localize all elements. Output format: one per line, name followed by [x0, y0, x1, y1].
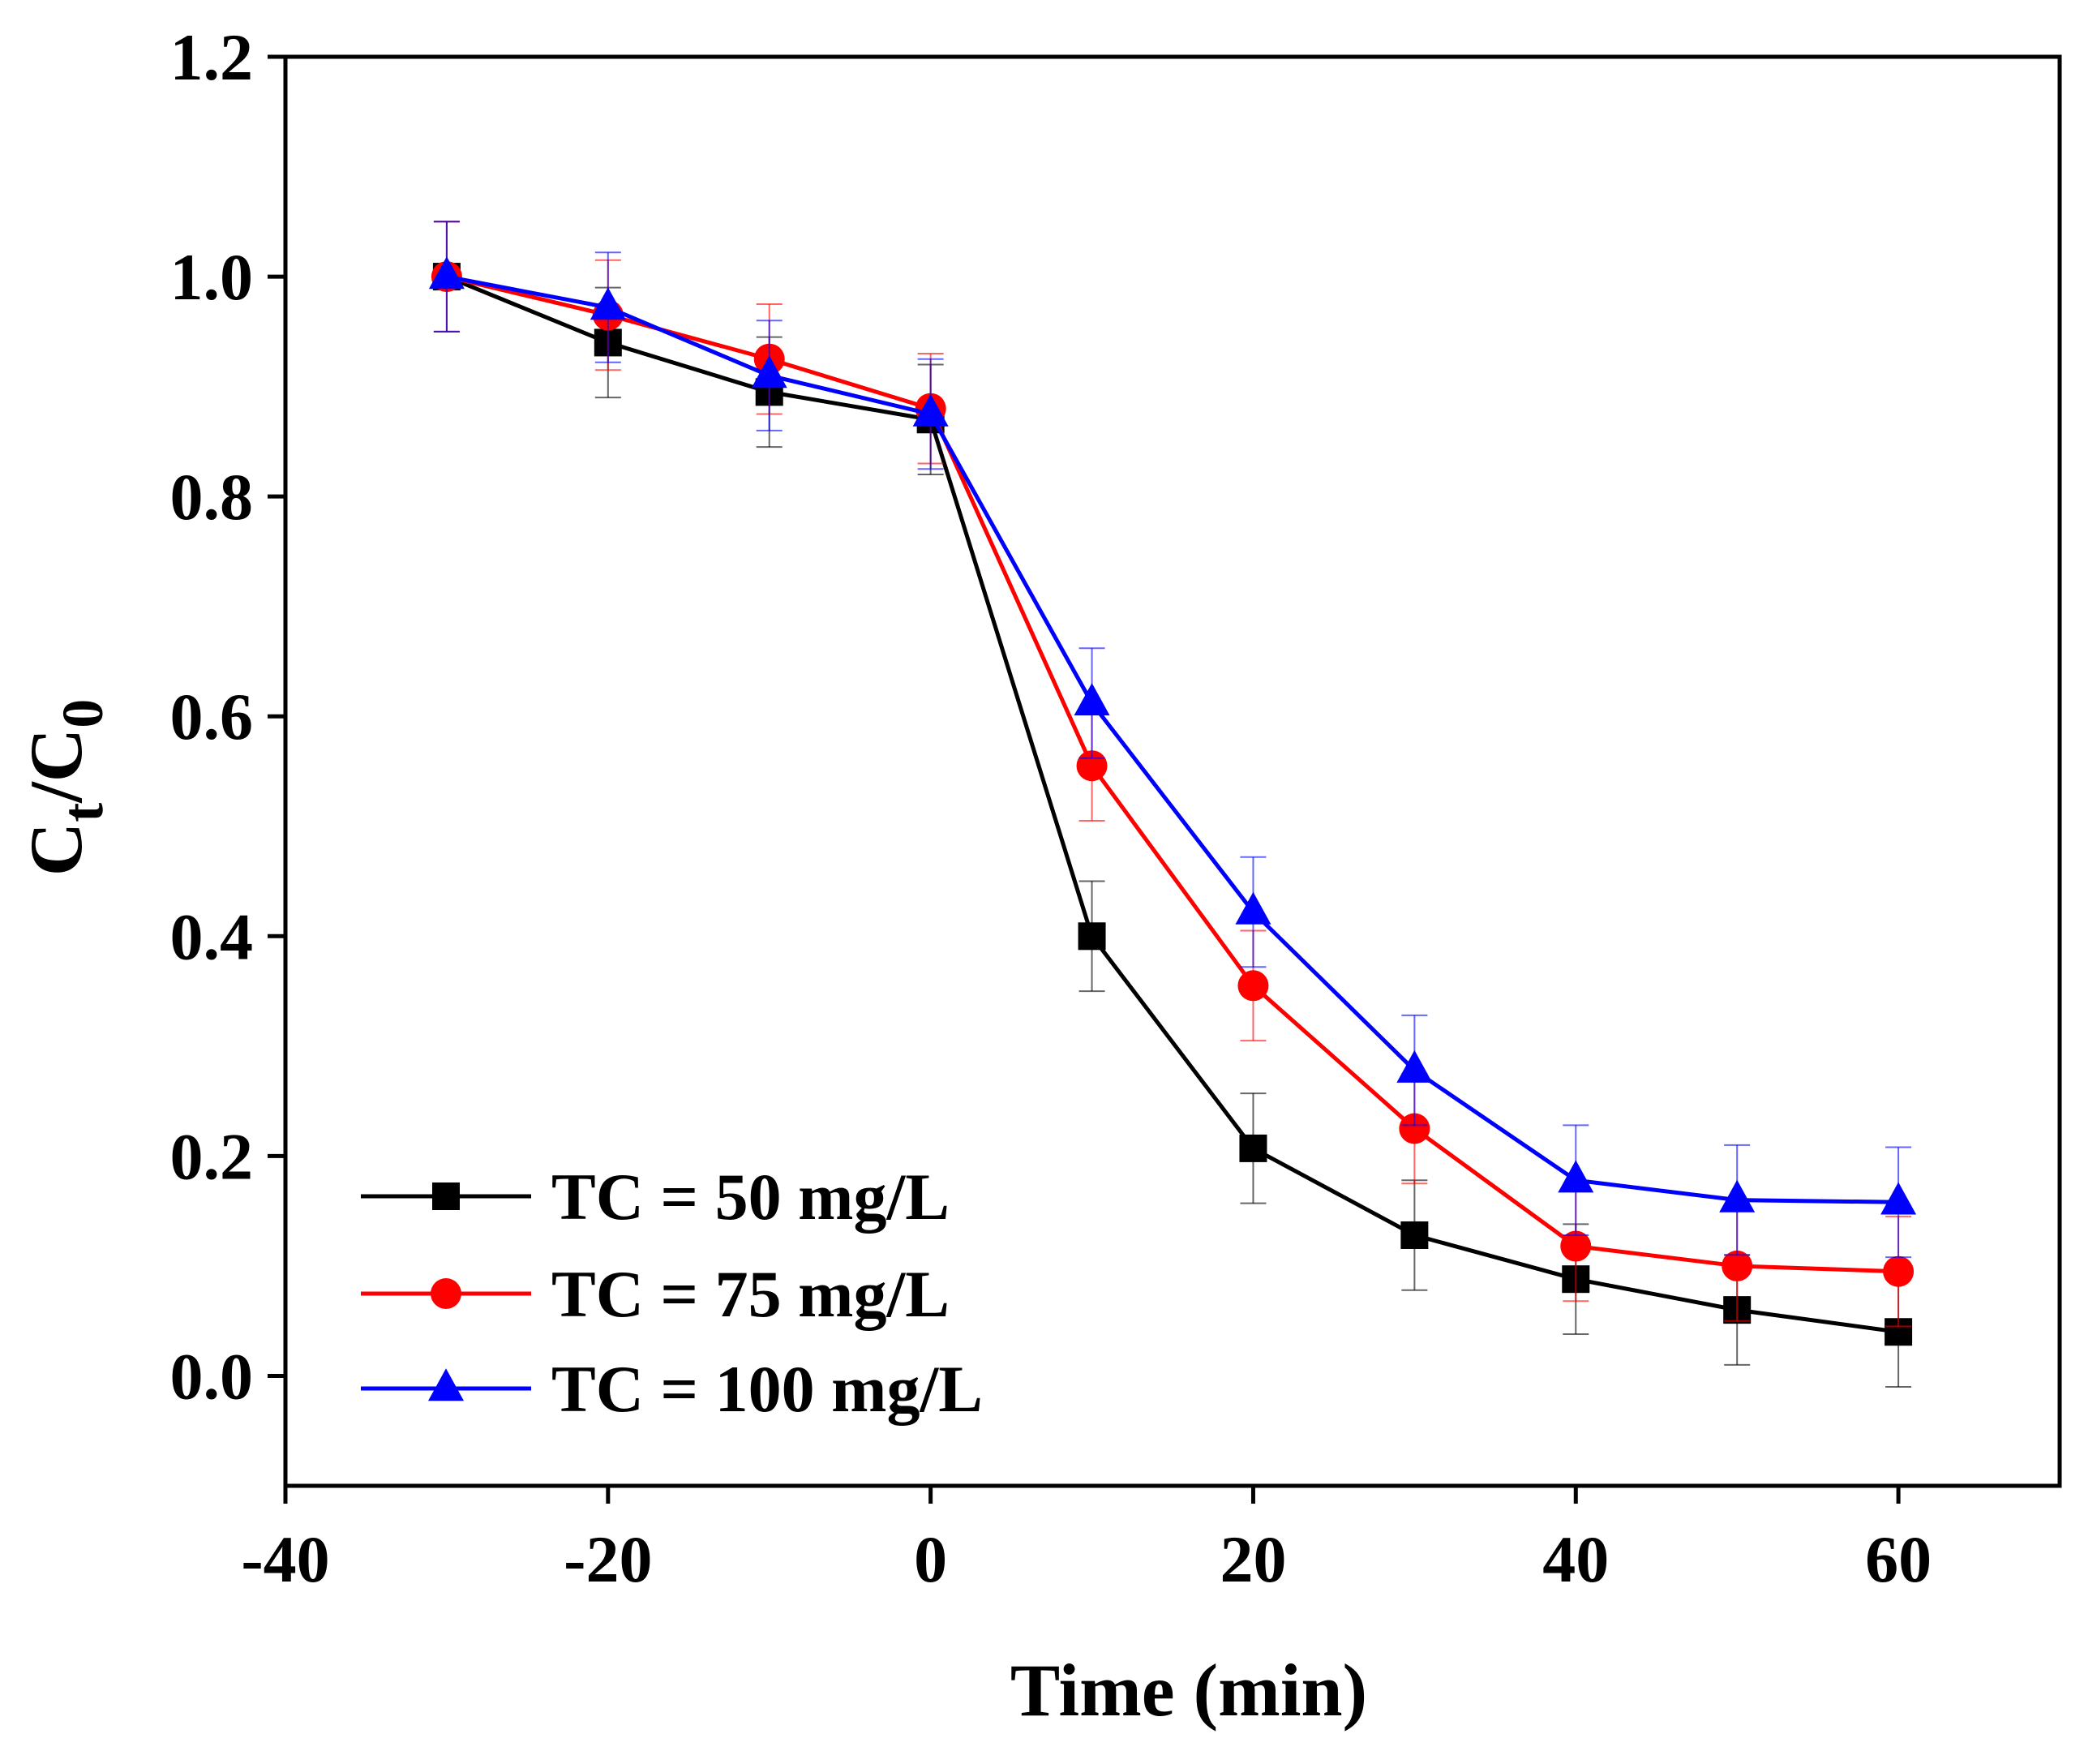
- x-axis-title: Time (min): [1010, 1649, 1367, 1732]
- data-point: [1722, 1250, 1753, 1281]
- series-line: [446, 274, 1899, 1204]
- data-point: [1074, 683, 1110, 716]
- data-point: [1719, 1179, 1756, 1212]
- data-point: [1558, 1160, 1594, 1193]
- data-point: [428, 256, 465, 290]
- data-point: [1560, 1230, 1592, 1262]
- legend-item: TC = 100 mg/L: [361, 1352, 983, 1426]
- plot-frame: [283, 54, 2062, 1488]
- x-tick-label: 40: [1542, 1522, 1609, 1596]
- y-tick-label: 1.2: [170, 20, 254, 94]
- series-line: [445, 274, 1899, 1334]
- data-point: [751, 355, 787, 388]
- series-2: [431, 221, 1915, 1328]
- series-3: [428, 221, 1917, 1259]
- y-axis-title-main: C: [15, 822, 97, 876]
- y-axis-title-sub1: t: [50, 803, 115, 822]
- legend-marker: [432, 1182, 460, 1210]
- legend: TC = 50 mg/L TC = 75 mg/L TC = 100 mg/L: [361, 1160, 983, 1426]
- data-point: [1396, 1049, 1433, 1083]
- y-axis-title-slash: /C: [15, 728, 97, 804]
- data-point: [1400, 1221, 1429, 1249]
- x-tick-label: 20: [1220, 1522, 1286, 1596]
- y-tick-label: 0.8: [170, 460, 254, 534]
- data-point: [1880, 1182, 1917, 1215]
- x-axis-ticks: -40 -20 0 20 40 60: [241, 1486, 1932, 1596]
- y-axis-ticks: 0.0 0.2 0.4 0.6 0.8 1.0 1.2: [170, 20, 285, 1413]
- y-tick-label: 0.0: [170, 1339, 254, 1413]
- x-tick-label: -40: [241, 1522, 329, 1596]
- legend-marker: [431, 1278, 461, 1309]
- data-point: [1078, 922, 1106, 951]
- x-tick-label: 60: [1865, 1522, 1932, 1596]
- data-point: [1883, 1255, 1915, 1287]
- y-tick-label: 0.4: [170, 899, 254, 973]
- data-point: [1239, 1134, 1267, 1162]
- legend-label: TC = 75 mg/L: [551, 1257, 950, 1331]
- y-tick-label: 1.0: [170, 240, 254, 314]
- data-point: [1399, 1113, 1430, 1144]
- x-tick-label: -20: [564, 1522, 652, 1596]
- y-tick-label: 0.6: [170, 680, 254, 753]
- legend-item: TC = 50 mg/L: [361, 1160, 950, 1234]
- data-point: [590, 287, 626, 320]
- y-axis-title: Ct/C0: [15, 699, 115, 876]
- series-layer: [428, 221, 1917, 1388]
- x-tick-label: 0: [914, 1522, 947, 1596]
- data-point: [912, 393, 949, 427]
- legend-label: TC = 50 mg/L: [551, 1160, 950, 1234]
- y-tick-label: 0.2: [170, 1119, 254, 1193]
- legend-label: TC = 100 mg/L: [551, 1352, 983, 1426]
- y-axis-title-sub2: 0: [50, 699, 115, 728]
- legend-item: TC = 75 mg/L: [361, 1257, 950, 1331]
- legend-marker: [428, 1368, 464, 1401]
- data-point: [1237, 970, 1269, 1002]
- data-point: [1235, 891, 1271, 925]
- series-line: [446, 274, 1899, 1274]
